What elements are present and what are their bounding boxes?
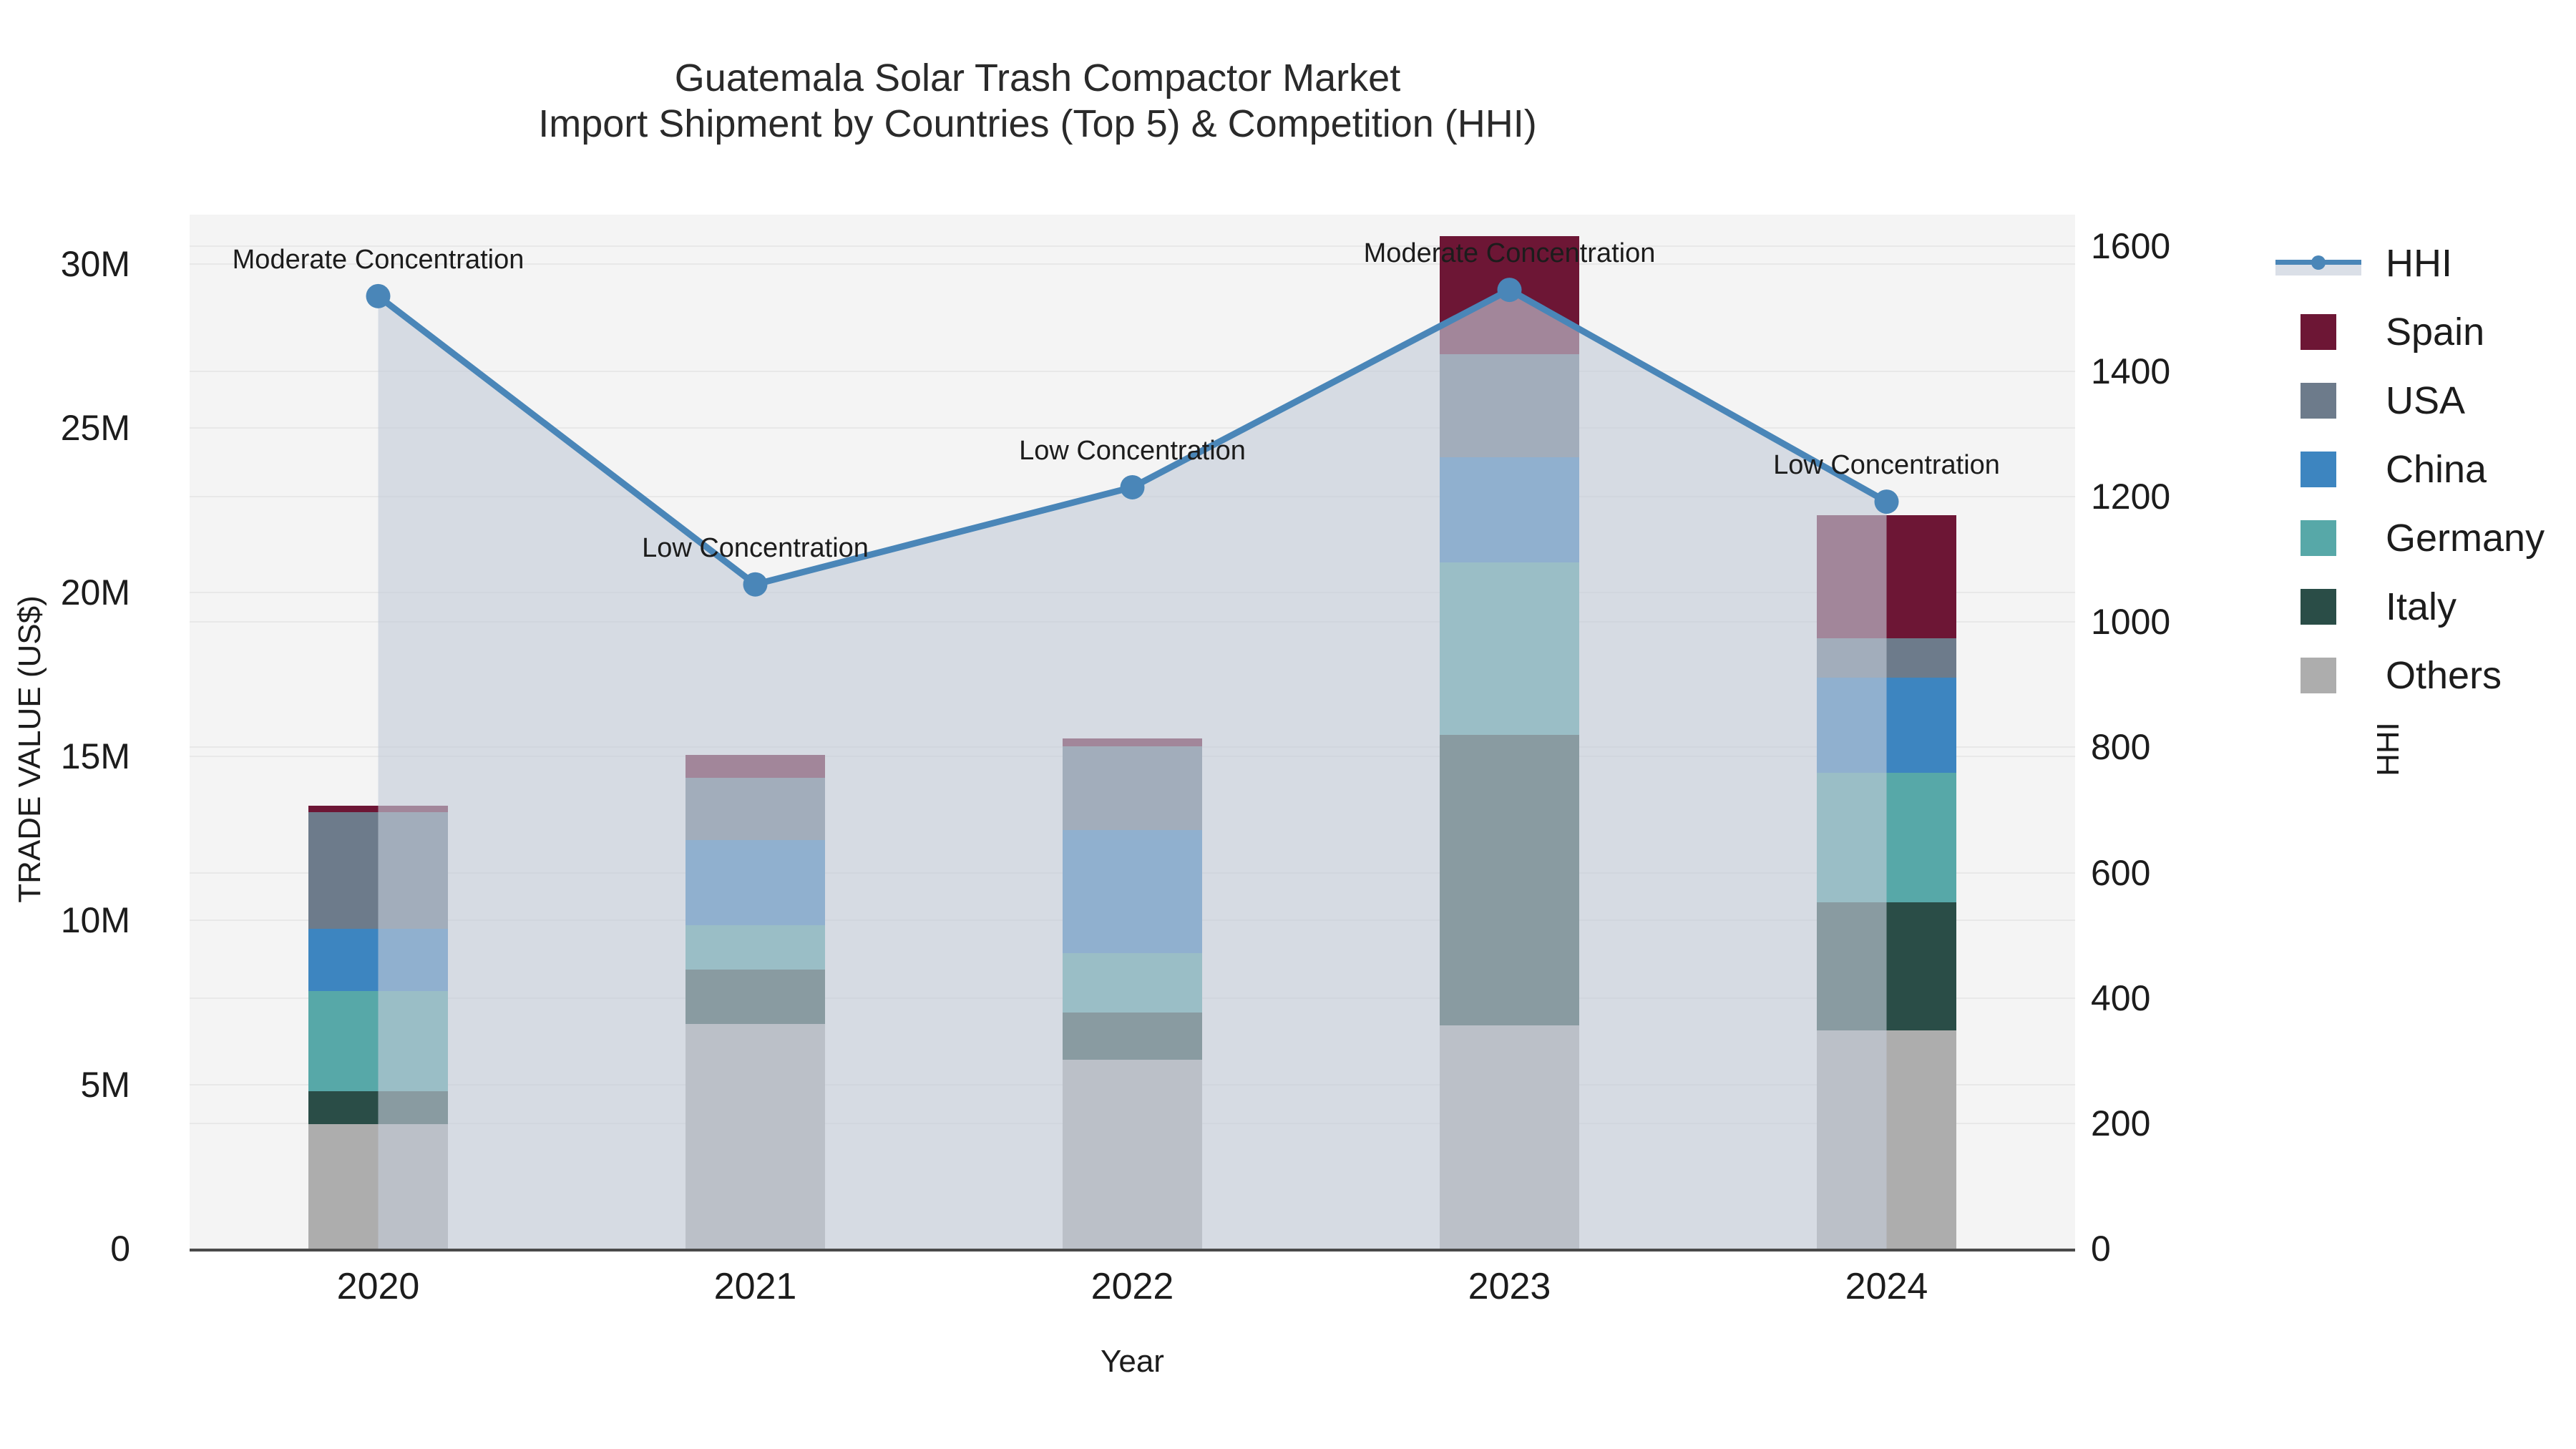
y-axis-left-tick-label: 25M — [60, 408, 130, 449]
legend-color-swatch-usa — [2301, 383, 2336, 419]
y-axis-right-tick-label: 400 — [2091, 977, 2151, 1018]
legend-item-china[interactable]: China — [2275, 435, 2576, 504]
y-axis-right-tick-label: 200 — [2091, 1103, 2151, 1143]
y-axis-left-tick-label: 20M — [60, 572, 130, 613]
hhi-series — [366, 278, 1899, 1249]
chart-title: Guatemala Solar Trash Compactor Market I… — [0, 56, 2075, 147]
y-axis-left-tick-label: 0 — [110, 1229, 130, 1269]
x-axis-tick-label-2020: 2020 — [336, 1266, 420, 1307]
legend-marker-dot — [2311, 255, 2326, 270]
plot-clip — [190, 215, 2075, 1249]
chart-title-line2: Import Shipment by Countries (Top 5) & C… — [538, 102, 1537, 145]
y-axis-left-tick-label: 15M — [60, 736, 130, 776]
legend-label-spain: Spain — [2386, 311, 2485, 353]
gridline — [190, 427, 2075, 429]
y-axis-right-tick-label: 1600 — [2091, 225, 2171, 266]
y-axis-right-tick-label: 1200 — [2091, 477, 2171, 517]
legend-label-hhi: HHI — [2386, 242, 2452, 285]
legend-item-hhi[interactable]: HHI — [2275, 229, 2576, 298]
hhi-marker-2023[interactable] — [1497, 278, 1522, 303]
x-axis-tick-label-2023: 2023 — [1468, 1266, 1551, 1307]
hhi-marker-2021[interactable] — [743, 572, 768, 597]
annotation-2022: Low Concentration — [1019, 435, 1246, 466]
legend: HHI Spain USA China Germany Italy Others — [2275, 229, 2576, 710]
hhi-marker-2020[interactable] — [366, 283, 391, 308]
plot-area — [190, 215, 2075, 1249]
annotation-2023: Moderate Concentration — [1363, 238, 1656, 269]
gridline — [190, 245, 2075, 247]
legend-color-swatch-germany — [2301, 520, 2336, 556]
y-axis-left-title: TRADE VALUE (US$) — [12, 595, 47, 903]
legend-item-usa[interactable]: USA — [2275, 366, 2576, 435]
y-axis-right-tick-label: 800 — [2091, 727, 2151, 768]
legend-color-swatch-spain — [2301, 314, 2336, 350]
legend-label-usa: USA — [2386, 379, 2466, 422]
y-axis-left-tick-label: 30M — [60, 243, 130, 284]
annotation-2021: Low Concentration — [642, 532, 869, 563]
chart-title-line1: Guatemala Solar Trash Compactor Market — [674, 57, 1401, 99]
legend-label-italy: Italy — [2386, 585, 2457, 628]
legend-item-italy[interactable]: Italy — [2275, 572, 2576, 641]
gridline — [190, 370, 2075, 372]
legend-item-spain[interactable]: Spain — [2275, 298, 2576, 366]
y-axis-left-tick-label: 5M — [80, 1064, 130, 1105]
y-axis-left-tick-label: 10M — [60, 900, 130, 941]
legend-item-germany[interactable]: Germany — [2275, 504, 2576, 572]
y-axis-right-tick-label: 600 — [2091, 852, 2151, 893]
x-axis-tick-label-2021: 2021 — [713, 1266, 797, 1307]
legend-line-swatch — [2275, 245, 2361, 281]
x-axis-tick-label-2024: 2024 — [1845, 1266, 1928, 1307]
y-axis-right-tick-label: 1400 — [2091, 351, 2171, 391]
y-axis-right-tick-label: 0 — [2091, 1229, 2111, 1269]
legend-label-others: Others — [2386, 654, 2502, 697]
x-axis-line — [190, 1249, 2075, 1252]
x-axis-title: Year — [1101, 1344, 1164, 1379]
gridline — [190, 263, 2075, 265]
annotation-2020: Moderate Concentration — [232, 244, 525, 275]
x-axis-tick-label-2022: 2022 — [1091, 1266, 1174, 1307]
legend-label-germany: Germany — [2386, 517, 2545, 560]
legend-item-others[interactable]: Others — [2275, 641, 2576, 710]
hhi-area-fill — [378, 290, 1887, 1249]
legend-color-swatch-italy — [2301, 589, 2336, 625]
hhi-marker-2022[interactable] — [1120, 474, 1145, 499]
y-axis-right-tick-label: 1000 — [2091, 602, 2171, 643]
legend-color-swatch-others — [2301, 658, 2336, 693]
hhi-marker-2024[interactable] — [1874, 489, 1899, 514]
legend-label-china: China — [2386, 448, 2487, 491]
legend-color-swatch-china — [2301, 452, 2336, 487]
annotation-2024: Low Concentration — [1773, 450, 2000, 481]
